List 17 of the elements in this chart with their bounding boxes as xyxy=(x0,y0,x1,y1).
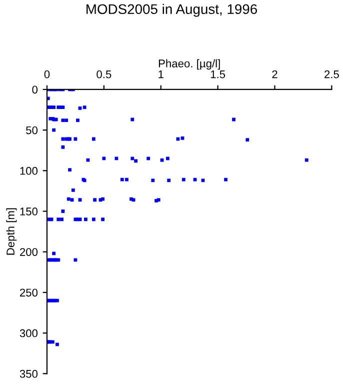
y-tick-label: 300 xyxy=(20,329,38,338)
y-tick-label: 350 xyxy=(20,370,38,378)
x-tick-label: 0.5 xyxy=(96,70,112,78)
x-tick-label: 0 xyxy=(44,70,50,78)
y-tick-label: 150 xyxy=(20,208,38,216)
chart-title: MODS2005 in August, 1996 xyxy=(86,4,257,17)
y-tick-label: 250 xyxy=(20,288,38,297)
x-tick-label: 2.5 xyxy=(324,70,339,78)
y-axis-title: Depth [m] xyxy=(6,208,17,255)
x-tick-label: 1.5 xyxy=(210,70,226,78)
y-tick-label: 200 xyxy=(20,248,38,256)
y-tick-label: 0 xyxy=(32,86,38,94)
y-tick-label: 100 xyxy=(20,166,38,175)
x-tick-label: 2 xyxy=(272,70,278,78)
x-axis-title: Phaeo. [µg/l] xyxy=(158,59,220,70)
x-tick-label: 1 xyxy=(158,70,164,78)
y-tick-label: 50 xyxy=(26,126,38,134)
